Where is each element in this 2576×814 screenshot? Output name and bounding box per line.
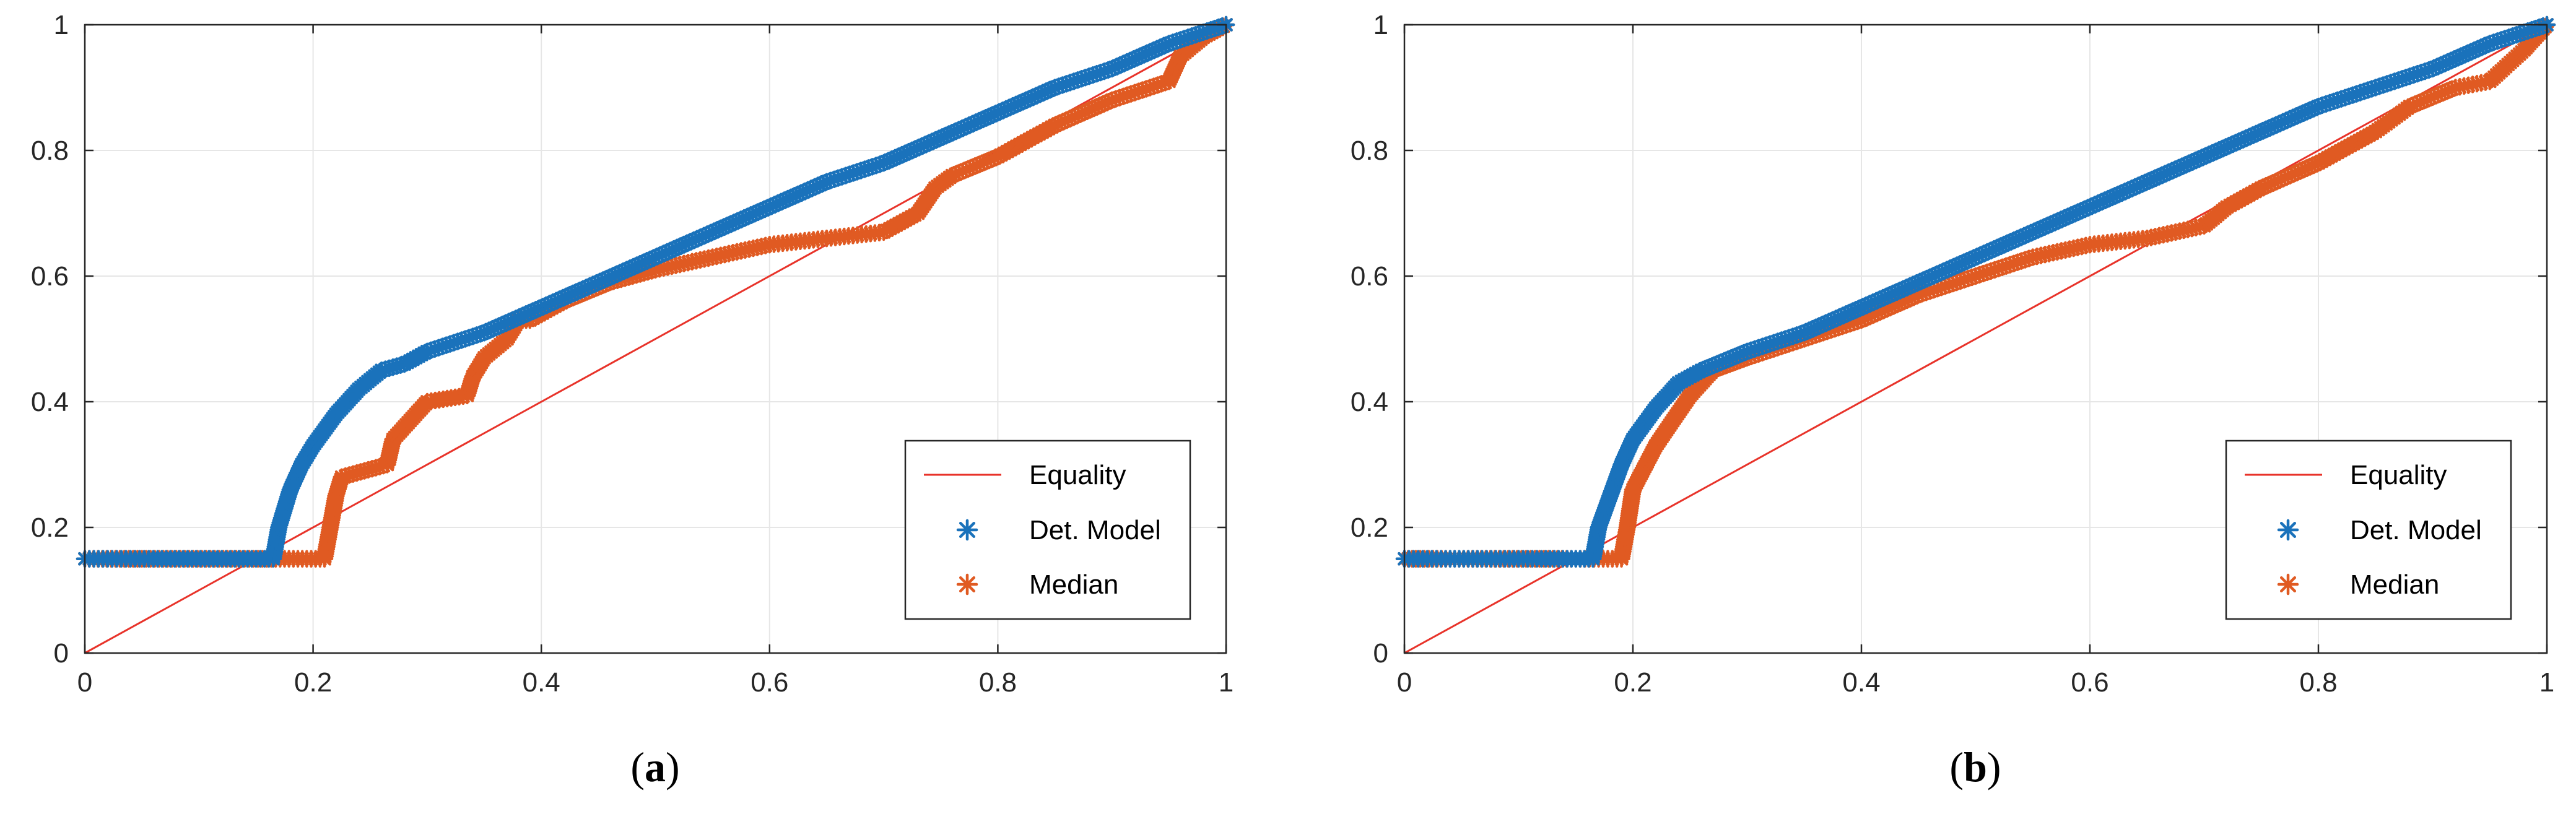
y-tick-label: 0.6 [31, 261, 69, 292]
y-tick-label: 0.4 [1351, 387, 1388, 417]
caption-open: ( [630, 743, 645, 790]
legend-label-det-model: Det. Model [2350, 515, 2482, 545]
y-tick-label: 0 [1373, 638, 1388, 669]
legend-box [904, 439, 1191, 620]
y-tick-label: 0.2 [1351, 513, 1388, 543]
legend: Equality Det. Model Median [904, 439, 1191, 620]
caption-open: ( [1949, 743, 1964, 790]
series-det-model [76, 15, 1235, 568]
legend-label-det-model: Det. Model [1029, 515, 1161, 545]
x-tick-label: 0.4 [1842, 667, 1880, 698]
panel-a: 0 0.2 0.4 0.6 0.8 1 0 0.2 0.4 0.6 0.8 1 Equality Det.… [31, 10, 1235, 790]
y-tick-label: 0.8 [1351, 136, 1388, 166]
legend-label-median: Median [2350, 569, 2439, 600]
legend-median-marker [2277, 573, 2299, 595]
y-tick-label: 0.4 [31, 387, 69, 417]
y-tick-label: 1 [54, 10, 69, 40]
x-tick-label: 0.4 [523, 667, 560, 698]
panel-caption: (b) [1949, 743, 2001, 790]
y-tick-label: 0.8 [31, 136, 69, 166]
x-tick-label: 0.2 [1614, 667, 1651, 698]
y-tick-label: 0.6 [1351, 261, 1388, 292]
y-tick-label: 0 [54, 638, 69, 669]
x-tick-label: 0 [77, 667, 92, 698]
x-tick-label: 0.8 [979, 667, 1017, 698]
legend-median-marker [956, 573, 978, 595]
x-tick-label: 0.8 [2299, 667, 2337, 698]
legend-label-equality: Equality [1029, 460, 1126, 490]
caption-close: ) [666, 743, 680, 790]
panel-caption: (a) [630, 743, 679, 790]
legend-det-model-marker [956, 519, 978, 541]
legend: Equality Det. Model Median [2225, 439, 2512, 620]
legend-label-equality: Equality [2350, 460, 2447, 490]
panel-b: 0 0.2 0.4 0.6 0.8 1 0 0.2 0.4 0.6 0.8 1 Equality Det.… [1351, 10, 2556, 790]
y-tick-label: 1 [1373, 10, 1388, 40]
series-det-model [1395, 15, 2556, 568]
y-tick-label: 0.2 [31, 513, 69, 543]
caption-close: ) [1987, 743, 2001, 790]
caption-letter: b [1964, 743, 1987, 790]
axes-box [84, 24, 1227, 654]
x-tick-label: 1 [1219, 667, 1234, 698]
x-tick-label: 0.6 [751, 667, 788, 698]
legend-det-model-marker [2277, 519, 2299, 541]
legend-label-median: Median [1029, 569, 1118, 600]
x-tick-label: 1 [2539, 667, 2554, 698]
x-tick-label: 0 [1397, 667, 1412, 698]
caption-letter: a [645, 743, 666, 790]
x-tick-label: 0.6 [2071, 667, 2108, 698]
x-tick-label: 0.2 [294, 667, 332, 698]
